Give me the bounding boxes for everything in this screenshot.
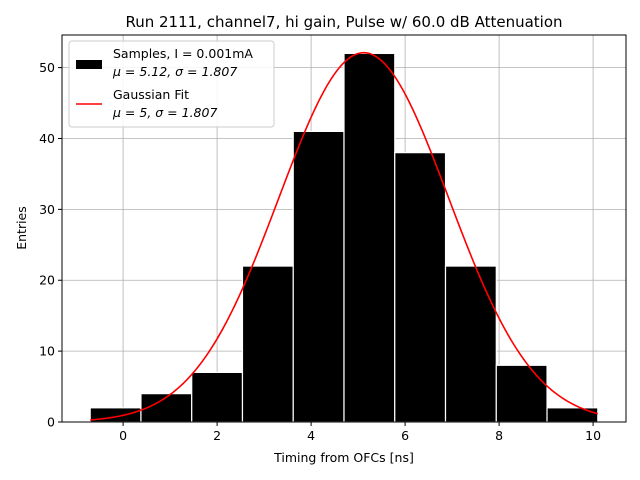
x-tick-label: 8 [495, 428, 503, 443]
histogram-bar [241, 265, 294, 423]
legend-samples-label: Samples, I = 0.001mA [113, 46, 253, 61]
legend: Samples, I = 0.001mA μ = 5.12, σ = 1.807… [68, 40, 275, 128]
histogram-bar [546, 407, 599, 423]
y-axis-ticks: 0 10 20 30 40 50 [39, 60, 62, 430]
histogram-bar [444, 265, 497, 423]
x-tick-label: 0 [119, 428, 127, 443]
legend-box [68, 40, 275, 128]
histogram-bar [343, 52, 396, 423]
y-tick-label: 0 [47, 415, 55, 430]
x-tick-label: 6 [401, 428, 409, 443]
legend-samples-stats: μ = 5.12, σ = 1.807 [112, 64, 237, 79]
y-tick-label: 20 [39, 273, 55, 288]
chart-title: Run 2111, channel7, hi gain, Pulse w/ 60… [125, 13, 562, 31]
x-axis-ticks: 0 2 4 6 8 10 [119, 422, 601, 443]
x-tick-label: 10 [585, 428, 601, 443]
histogram-bar [292, 130, 345, 423]
histogram-bar [495, 364, 548, 423]
y-tick-label: 40 [39, 131, 55, 146]
legend-fit-stats: μ = 5, σ = 1.807 [112, 105, 217, 120]
histogram-bar [191, 371, 244, 423]
y-tick-label: 30 [39, 202, 55, 217]
y-axis-label: Entries [14, 206, 29, 250]
y-tick-label: 50 [39, 60, 55, 75]
plot-frame [61, 34, 627, 423]
x-tick-label: 2 [213, 428, 221, 443]
x-tick-label: 4 [307, 428, 315, 443]
histogram-bars [89, 52, 599, 423]
histogram-bar [394, 152, 447, 423]
gaussian-fit-curve [90, 51, 599, 421]
x-axis-label: Timing from OFCs [ns] [273, 450, 414, 465]
legend-samples-swatch [76, 60, 102, 69]
y-tick-label: 10 [39, 344, 55, 359]
legend-fit-label: Gaussian Fit [113, 87, 189, 102]
